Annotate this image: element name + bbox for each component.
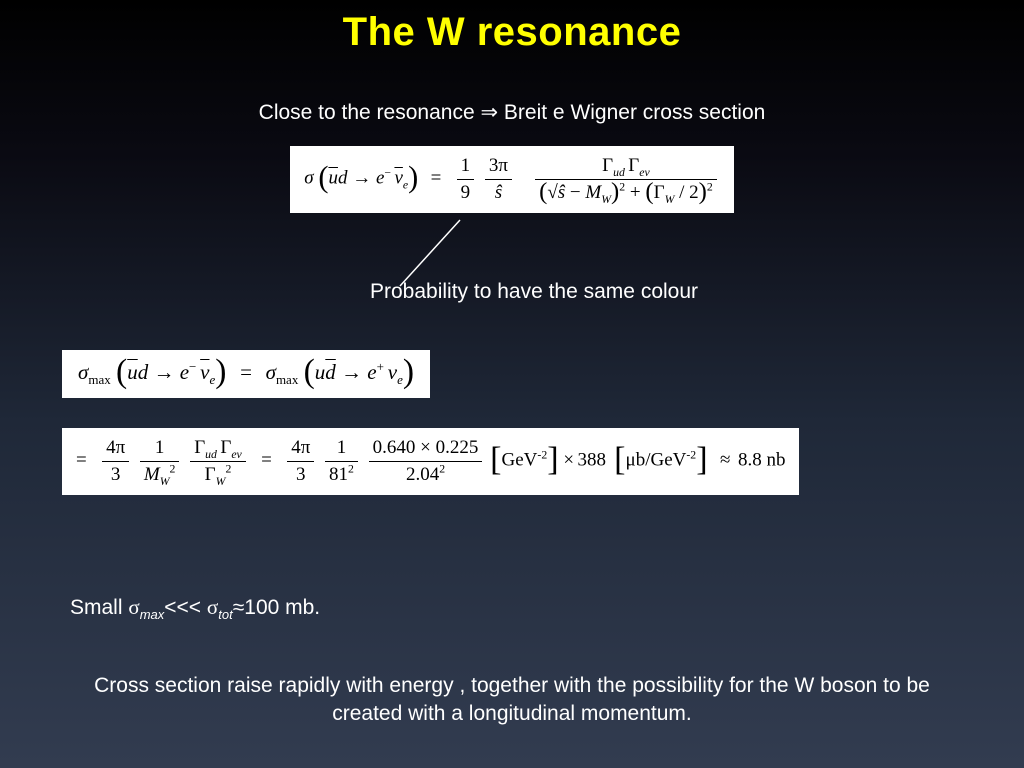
eq2b-c3-num-r: Γ <box>220 437 231 458</box>
eq1-bw-den-sqrt: ŝ <box>558 182 565 203</box>
eq1-bw-fraction: ΓudΓeν (√ŝ − MW)2 + (ΓW / 2)2 <box>535 154 717 205</box>
eq2b-c1-num: 4π <box>102 436 129 462</box>
eq1-bw-den-width: Γ <box>654 182 665 203</box>
subtitle-post: Breit e Wigner cross section <box>498 101 765 124</box>
eq1-color-den: 9 <box>457 180 475 205</box>
eq2b-c2-num: 1 <box>140 436 180 462</box>
eq2b-c6-den: 2.04 <box>406 464 439 485</box>
eq1-bw-num-l: Γ <box>602 155 613 176</box>
small-approx: ≈ <box>233 596 245 619</box>
subtitle-line: Close to the resonance ⇒ Breit e Wigner … <box>0 100 1024 125</box>
eq1-spin-prefactor: 3π ŝ <box>485 154 512 205</box>
eq2a-l-in1-plain: d <box>138 360 149 384</box>
eq1-out2-bar: ν <box>394 168 402 189</box>
eq1-bw-den-mass-sub: W <box>601 193 611 206</box>
eq2b-c5-den: 81 <box>329 464 348 485</box>
subtitle-arrow: ⇒ <box>480 101 498 124</box>
eq2b-c3-num-l: Γ <box>194 437 205 458</box>
eq1-in1-plain: d <box>338 168 348 189</box>
small-sym2: σ <box>207 595 218 619</box>
equation-2b-container: = 4π3 1MW2 ΓudΓeνΓW2 = 4π3 1812 0.640 × … <box>62 428 962 495</box>
small-op: <<< <box>164 596 207 619</box>
eq2b-conv: 388 <box>578 450 607 471</box>
small-sym1: σ <box>128 595 139 619</box>
eq2b-c3-den-base: Γ <box>205 464 216 485</box>
eq2a-r-out2: ν <box>388 360 397 384</box>
eq1-color-num: 1 <box>457 154 475 180</box>
eq1-spin-num: 3π <box>489 155 508 176</box>
eq2b-c4-den: 3 <box>287 462 314 487</box>
small-sub2: tot <box>218 607 232 622</box>
eq1-bw-den-width-sub: W <box>665 193 675 206</box>
equation-1-container: σ (ud → e−νe) = 1 9 3π ŝ ΓudΓeν (√ŝ − MW… <box>0 146 1024 213</box>
small-pre: Small <box>70 596 128 619</box>
eq2b-c3-den-sub: W <box>216 475 226 488</box>
eq2a-r-out1-sup: + <box>377 359 384 374</box>
eq2b-c6-den-sup: 2 <box>439 462 445 475</box>
eq2b-c1-den: 3 <box>102 462 129 487</box>
eq1-bw-den-mass: M <box>585 182 601 203</box>
eq2b-c3-num-l-sub: ud <box>205 448 217 461</box>
eq1-spin-den: ŝ <box>485 180 512 205</box>
eq2a-r-out1: e <box>367 360 376 384</box>
subtitle-pre: Close to the resonance <box>259 101 481 124</box>
eq1-in1-bar: u <box>328 168 338 189</box>
bottom-paragraph: Cross section raise rapidly with energy … <box>60 672 964 729</box>
eq2b-c6-num: 0.640 × 0.225 <box>369 436 483 462</box>
eq2b-unit1: GeV <box>502 450 538 471</box>
eq2b-c5-num: 1 <box>325 436 358 462</box>
eq2b-c3-den-sup: 2 <box>225 462 231 475</box>
eq1-bw-num-r: Γ <box>628 155 639 176</box>
equation-1: σ (ud → e−νe) = 1 9 3π ŝ ΓudΓeν (√ŝ − MW… <box>290 146 734 213</box>
equation-2a-container: σmax (ud → e−νe) = σmax (ud → e+νe) <box>62 350 430 398</box>
eq2a-r-in1-plain: u <box>315 360 326 384</box>
small-val: 100 mb. <box>244 596 320 619</box>
eq2a-l-out1: e <box>180 360 189 384</box>
eq2b-c2-den-sub: W <box>160 475 170 488</box>
eq2b-unit2-sup: -2 <box>686 448 696 461</box>
eq2b-unit1-sup: -2 <box>537 448 547 461</box>
eq1-color-prefactor: 1 9 <box>457 154 475 205</box>
eq2b-c2-den-sup: 2 <box>170 462 176 475</box>
eq2a-l-in1-bar: u <box>127 360 138 384</box>
eq2b-c2-den-base: M <box>144 464 160 485</box>
probability-label: Probability to have the same colour <box>370 280 698 304</box>
eq1-out1-sup: − <box>384 166 391 179</box>
eq1-bw-num-l-sub: ud <box>613 166 625 179</box>
eq2b-c3-num-r-sub: eν <box>231 448 241 461</box>
eq2b-result: 8.8 nb <box>738 450 786 471</box>
eq2a-r-in1-bar: d <box>325 360 336 384</box>
eq2a-l-out1-sup: − <box>189 359 196 374</box>
small-sigma-line: Small σmax<<< σtot≈100 mb. <box>70 595 320 620</box>
equation-2a: σmax (ud → e−νe) = σmax (ud → e+νe) <box>62 350 430 398</box>
eq2b-c5-den-sup: 2 <box>348 462 354 475</box>
eq2b-c4-num: 4π <box>287 436 314 462</box>
eq1-bw-num-r-sub: eν <box>639 166 649 179</box>
equation-2b: = 4π3 1MW2 ΓudΓeνΓW2 = 4π3 1812 0.640 × … <box>62 428 799 495</box>
eq2b-unit2: μb/GeV <box>626 450 687 471</box>
eq1-bw-den-div: 2 <box>689 182 699 203</box>
small-sub1: max <box>140 607 165 622</box>
page-title: The W resonance <box>0 10 1024 55</box>
